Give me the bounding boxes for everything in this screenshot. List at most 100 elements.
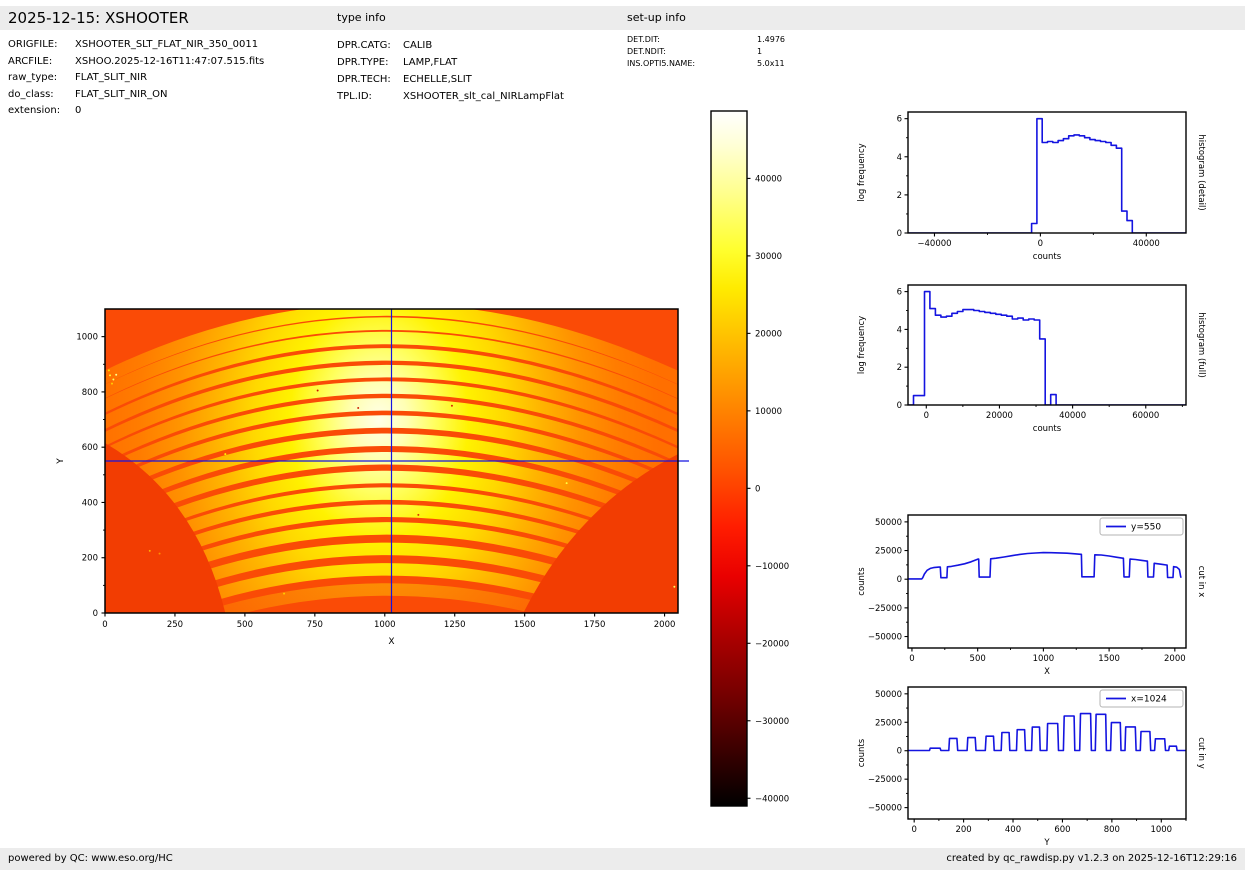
svg-text:2000: 2000 [654,620,676,630]
svg-text:−50000: −50000 [868,804,902,814]
svg-text:0: 0 [1038,239,1043,249]
svg-text:0: 0 [897,575,902,585]
value: 1 [757,47,762,56]
type-info-header: type info [337,6,386,30]
svg-text:1000: 1000 [374,620,396,630]
cut_y-svg: 0200400600800100050000250000−25000−50000… [846,659,1226,864]
key: do_class: [8,87,75,104]
svg-text:30000: 30000 [755,252,782,262]
svg-text:4: 4 [897,325,902,335]
svg-text:1000: 1000 [76,333,98,343]
histogram_full-line [908,292,1186,405]
page-title: 2025-12-15: XSHOOTER [8,6,189,30]
file-info-block: ORIGFILE:XSHOOTER_SLT_FLAT_NIR_350_0011 … [8,37,264,120]
svg-text:600: 600 [82,443,98,453]
svg-text:−10000: −10000 [755,562,789,572]
file-info-row: raw_type:FLAT_SLIT_NIR [8,70,264,87]
svg-text:histogram (full): histogram (full) [1196,312,1206,378]
svg-text:0: 0 [897,229,902,239]
key: raw_type: [8,70,75,87]
type-info-row: DPR.TYPE:LAMP,FLAT [337,54,564,71]
svg-text:0: 0 [911,825,916,835]
svg-text:x=1024: x=1024 [1131,695,1167,705]
value: 0 [75,105,81,116]
svg-text:800: 800 [82,388,98,398]
histogram_detail-line [908,119,1186,233]
setup-info-block: DET.DIT:1.4976 DET.NDIT:1 INS.OPTI5.NAME… [627,34,785,70]
type-info-block: DPR.CATG:CALIB DPR.TYPE:LAMP,FLAT DPR.TE… [337,37,564,105]
svg-text:1750: 1750 [584,620,606,630]
svg-text:25000: 25000 [875,718,902,728]
svg-text:counts: counts [857,567,867,596]
colorbar-svg: 400003000020000100000−10000−20000−30000−… [700,95,815,820]
svg-text:50000: 50000 [875,690,902,700]
svg-text:400: 400 [82,498,98,508]
svg-text:0: 0 [924,411,929,421]
cut_x-line [908,553,1181,579]
svg-text:500: 500 [237,620,253,630]
svg-text:0: 0 [102,620,107,630]
svg-text:log frequency: log frequency [857,316,867,374]
header-bar: 2025-12-15: XSHOOTER type info set-up in… [0,6,1245,30]
value: CALIB [403,40,432,51]
svg-text:1250: 1250 [444,620,466,630]
footer-powered-by: powered by QC: www.eso.org/HC [8,848,173,870]
file-info-row: ARCFILE:XSHOO.2025-12-16T11:47:07.515.fi… [8,54,264,71]
key: ARCFILE: [8,54,75,71]
svg-text:0: 0 [755,484,760,494]
type-info-row: TPL.ID:XSHOOTER_slt_cal_NIRLampFlat [337,88,564,105]
setup-info-header: set-up info [627,6,686,30]
svg-text:0: 0 [897,747,902,757]
svg-text:cut in x: cut in x [1196,566,1206,598]
key: DPR.TECH: [337,71,403,88]
svg-text:0: 0 [93,609,98,619]
svg-text:800: 800 [1104,825,1120,835]
svg-text:40000: 40000 [1059,411,1086,421]
histogram_full-svg: 02000040000600000246countslog frequencyh… [846,257,1226,453]
svg-text:6: 6 [897,115,902,125]
value: ECHELLE,SLIT [403,74,472,85]
setup-info-row: DET.NDIT:1 [627,46,785,58]
svg-text:1000: 1000 [1150,825,1172,835]
svg-text:Y: Y [56,458,66,465]
svg-text:−40000: −40000 [755,794,789,804]
svg-text:−20000: −20000 [755,639,789,649]
svg-text:250: 250 [167,620,183,630]
svg-text:2: 2 [897,363,902,373]
svg-text:750: 750 [307,620,323,630]
svg-text:40000: 40000 [755,174,782,184]
key: DET.DIT: [627,34,757,46]
svg-text:−25000: −25000 [868,775,902,785]
svg-text:25000: 25000 [875,547,902,557]
setup-info-row: INS.OPTI5.NAME:5.0x11 [627,58,785,70]
svg-text:0: 0 [897,401,902,411]
svg-text:200: 200 [955,825,971,835]
svg-text:1500: 1500 [514,620,536,630]
type-info-row: DPR.TECH:ECHELLE,SLIT [337,71,564,88]
key: DET.NDIT: [627,46,757,58]
value: FLAT_SLIT_NIR_ON [75,89,167,100]
value: 1.4976 [757,35,785,44]
value: LAMP,FLAT [403,57,457,68]
svg-text:counts: counts [857,738,867,767]
svg-text:Y: Y [1043,838,1050,848]
setup-info-row: DET.DIT:1.4976 [627,34,785,46]
value: FLAT_SLIT_NIR [75,72,147,83]
svg-text:−50000: −50000 [868,633,902,643]
key: INS.OPTI5.NAME: [627,58,757,70]
histogram_detail-svg: −400000400000246countslog frequencyhisto… [846,84,1226,280]
svg-text:50000: 50000 [875,518,902,528]
svg-text:−30000: −30000 [755,717,789,727]
value: XSHOOTER_SLT_FLAT_NIR_350_0011 [75,39,258,50]
key: extension: [8,103,75,120]
svg-text:y=550: y=550 [1131,523,1161,533]
svg-text:40000: 40000 [1133,239,1160,249]
file-info-row: extension:0 [8,103,264,120]
cut_y-line [908,714,1186,751]
footer-created-by: created by qc_rawdisp.py v1.2.3 on 2025-… [946,848,1237,870]
svg-text:200: 200 [82,554,98,564]
value: XSHOO.2025-12-16T11:47:07.515.fits [75,56,264,67]
svg-text:histogram (detail): histogram (detail) [1196,134,1206,210]
file-info-row: do_class:FLAT_SLIT_NIR_ON [8,87,264,104]
svg-text:400: 400 [1005,825,1021,835]
